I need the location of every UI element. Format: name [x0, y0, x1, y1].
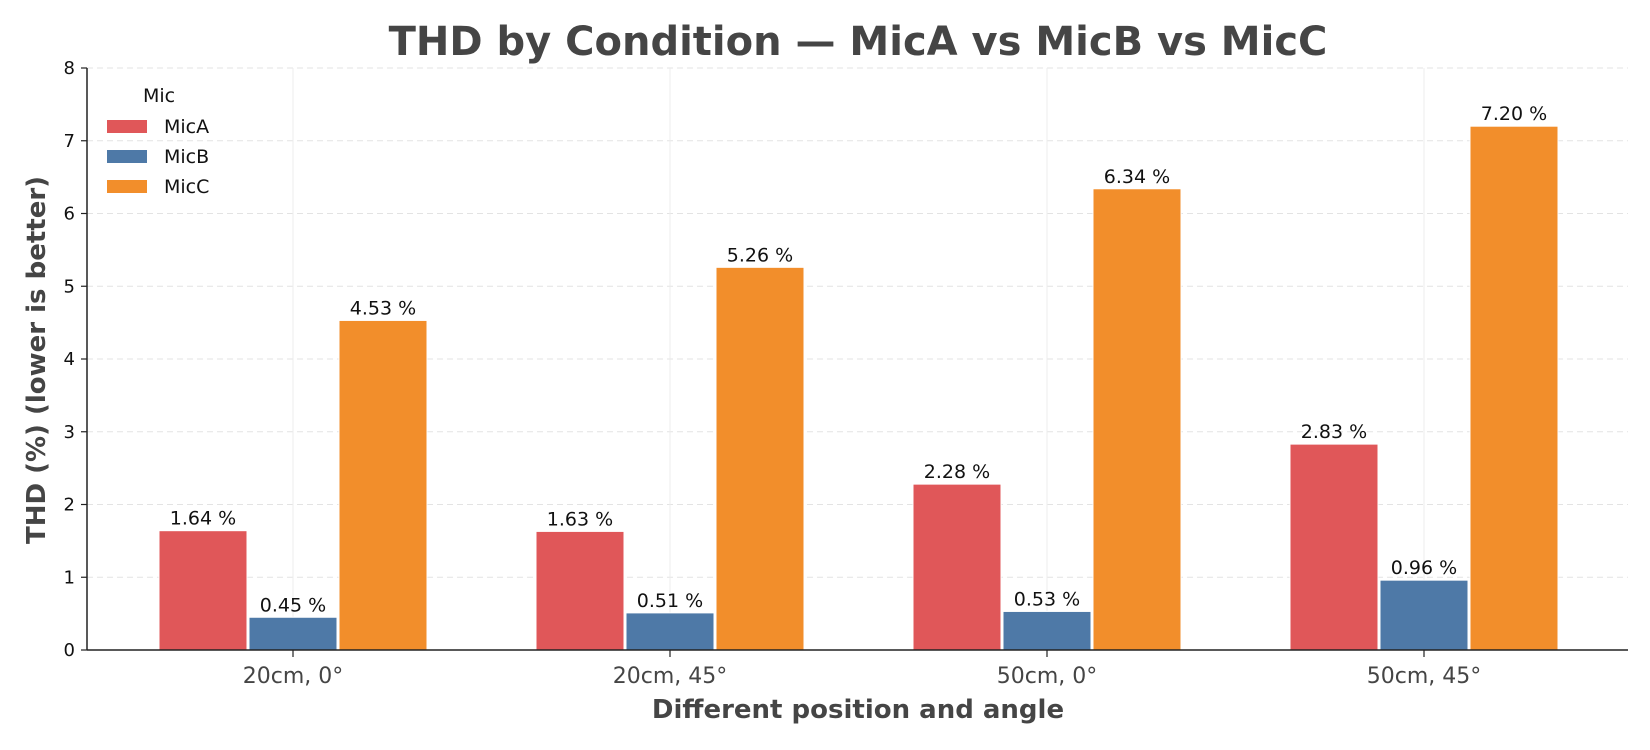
bar-micb: [248, 616, 338, 651]
bar-mica: [158, 530, 248, 651]
y-tick-label: 5: [64, 276, 75, 297]
bar-value-label: 0.45 %: [260, 594, 326, 616]
y-axis-title: THD (%) (lower is better): [22, 176, 52, 544]
y-tick-label: 0: [64, 640, 75, 661]
y-tick-label: 8: [64, 58, 75, 79]
bar-value-label: 2.83 %: [1301, 421, 1367, 443]
x-tick-label: 20cm, 45°: [613, 664, 728, 689]
legend-label-mica: MicA: [164, 116, 209, 138]
legend-title: Mic: [143, 85, 175, 107]
x-tick-label: 50cm, 45°: [1367, 664, 1482, 689]
bar-mica: [1289, 443, 1379, 651]
x-axis-title: Different position and angle: [652, 695, 1064, 725]
bar-value-label: 7.20 %: [1481, 103, 1547, 125]
bar-micc: [338, 319, 428, 651]
bars: [158, 125, 1559, 651]
bar-value-label: 6.34 %: [1104, 166, 1170, 188]
y-tick-label: 4: [64, 349, 75, 370]
legend-label-micb: MicB: [164, 146, 209, 168]
bar-value-label: 0.51 %: [637, 590, 703, 612]
x-tick-label: 20cm, 0°: [243, 664, 344, 689]
bar-mica: [535, 530, 625, 651]
bar-micb: [1002, 610, 1092, 651]
legend-swatch-micb: [107, 150, 147, 163]
legend-label-micc: MicC: [164, 176, 209, 198]
chart-title: THD by Condition — MicA vs MicB vs MicC: [389, 19, 1328, 65]
y-tick-label: 3: [64, 422, 75, 443]
bar-value-label: 5.26 %: [727, 244, 793, 266]
bar-mica: [912, 483, 1002, 651]
y-tick-label: 6: [64, 204, 75, 225]
y-tick-label: 1: [64, 567, 75, 588]
bar-value-label: 1.63 %: [547, 508, 613, 530]
bar-micc: [715, 266, 805, 651]
legend: Mic MicA MicB MicC: [107, 85, 209, 198]
bar-value-label: 2.28 %: [924, 461, 990, 483]
bar-value-label: 0.96 %: [1391, 557, 1457, 579]
x-tick-label: 50cm, 0°: [997, 664, 1098, 689]
y-tick-label: 7: [64, 131, 75, 152]
bar-micb: [625, 612, 715, 651]
legend-swatch-mica: [107, 120, 147, 133]
bar-value-label: 0.53 %: [1014, 588, 1080, 610]
bar-value-label: 1.64 %: [170, 508, 236, 530]
bar-micc: [1469, 125, 1559, 651]
data-labels: 1.64 % 1.63 % 2.28 % 2.83 % 0.45 % 0.51 % 0.53…: [170, 103, 1547, 616]
y-tick-label: 2: [64, 495, 75, 516]
bar-value-label: 4.53 %: [350, 297, 416, 319]
legend-swatch-micc: [107, 180, 147, 193]
bar-micc: [1092, 188, 1182, 651]
bar-micb: [1379, 579, 1469, 651]
axes: 0 1 2 3 4 5 6 7 8 20cm, 0° 20cm, 45° 50cm, 0° 50cm, …: [64, 58, 1628, 689]
